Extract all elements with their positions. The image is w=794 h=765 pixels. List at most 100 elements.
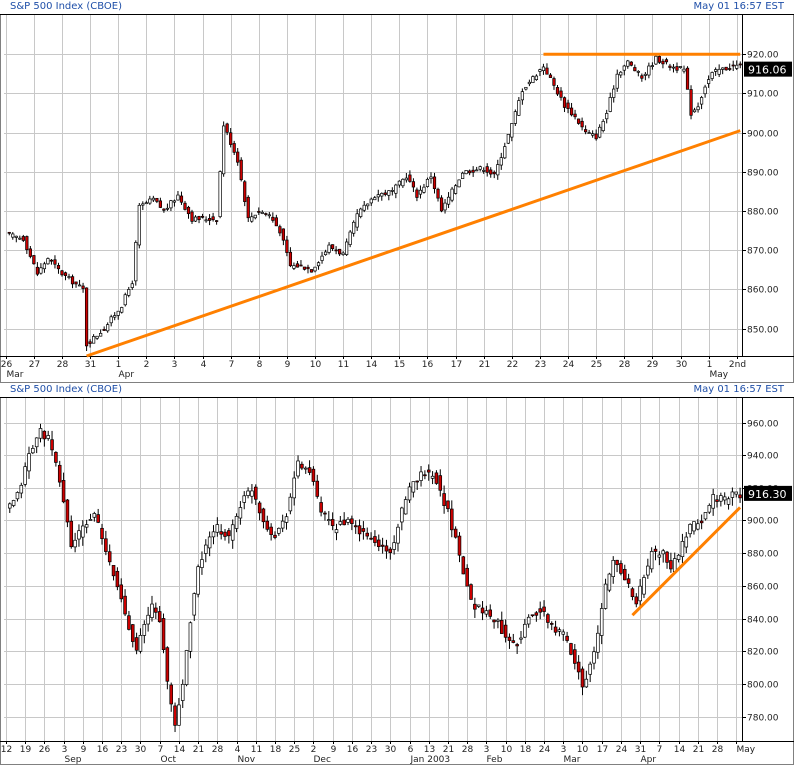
candle-down (104, 538, 108, 552)
candle-up (446, 196, 451, 205)
candle-up (113, 315, 117, 318)
candle-down (471, 169, 475, 173)
candle-up (106, 324, 110, 332)
candle-up (211, 531, 216, 538)
candle-up (443, 202, 447, 211)
candle-up (320, 255, 324, 261)
x-tick-label: 18 (270, 745, 282, 755)
candle-up (207, 536, 212, 549)
candle-up (34, 437, 39, 448)
candle-up (292, 265, 296, 269)
candle-down (468, 170, 472, 174)
candle-up (453, 185, 458, 194)
y-tick-label: 900.00 (747, 130, 779, 140)
candle-down (446, 500, 450, 510)
candle-down (685, 67, 690, 90)
candle-up (345, 241, 349, 255)
candle-down (288, 251, 293, 267)
candle-up (38, 428, 43, 439)
candle-down (281, 228, 285, 241)
candle-up (394, 184, 398, 194)
candle-down (357, 525, 362, 535)
candle-up (661, 550, 665, 555)
x-tick-label: 16 (422, 360, 434, 370)
candle-down (615, 559, 619, 566)
x-tick-label: 2 (311, 745, 317, 755)
candle-up (430, 475, 435, 479)
candle-down (338, 248, 342, 255)
x-tick-label: 17 (597, 745, 608, 755)
candle-down (661, 60, 665, 65)
x-tick-label: 25 (289, 745, 300, 755)
x-tick-label: 1 (116, 360, 122, 370)
candle-up (527, 81, 531, 85)
candle-up (496, 619, 500, 622)
candle-down (369, 537, 373, 540)
candle-up (134, 242, 138, 282)
candle-up (42, 263, 47, 270)
x-month-label: Apr (119, 370, 135, 380)
candle-down (469, 584, 473, 600)
candle-down (155, 197, 159, 202)
candle-up (682, 68, 686, 72)
candle-down (53, 259, 57, 265)
candle-down (408, 174, 412, 182)
candle-down (334, 249, 338, 252)
candle-down (257, 211, 261, 213)
candle-down (738, 63, 742, 66)
candle-down (461, 556, 466, 575)
candle-up (730, 491, 735, 498)
candle-down (342, 519, 346, 526)
candle-up (649, 551, 654, 570)
candle-up (242, 495, 247, 503)
candle-up (369, 198, 373, 204)
candle-up (109, 316, 113, 324)
candle-down (480, 607, 485, 614)
candle-up (92, 513, 97, 518)
candle-down (630, 588, 635, 598)
candle-down (7, 231, 11, 234)
candle-up (123, 294, 127, 306)
candle-up (608, 97, 612, 112)
candle-up (638, 585, 642, 602)
candle-down (353, 525, 358, 528)
candle-up (520, 91, 524, 101)
x-tick-label: 7 (657, 745, 663, 755)
candle-up (355, 213, 359, 228)
x-tick-label: 23 (366, 745, 377, 755)
candle-down (127, 615, 131, 630)
candle-down (423, 474, 427, 477)
candle-up (303, 467, 308, 470)
candle-down (457, 535, 462, 556)
x-tick-label: 14 (674, 745, 686, 755)
candle-down (507, 636, 512, 641)
x-month-label: Nov (238, 755, 256, 765)
candle-down (633, 67, 637, 72)
trendline (86, 129, 741, 358)
x-tick-label: 30 (385, 745, 397, 755)
candle-up (151, 197, 155, 201)
candle-down (640, 75, 644, 79)
candle-down (285, 239, 289, 253)
candle-up (31, 448, 35, 454)
candle-up (19, 484, 24, 494)
candle-down (499, 620, 504, 634)
chart-timestamp: May 01 16:57 EST (693, 384, 784, 395)
candle-down (442, 493, 446, 506)
candle-down (274, 217, 278, 227)
candle-up (722, 496, 727, 501)
candle-up (672, 558, 677, 573)
candle-up (200, 559, 204, 568)
x-tick-label: 23 (116, 745, 127, 755)
candle-down (576, 118, 581, 124)
candle-up (419, 471, 423, 481)
candle-down (319, 502, 323, 513)
candle-down (619, 563, 623, 574)
candle-down (111, 565, 116, 577)
candle-down (438, 475, 443, 491)
candle-down (42, 430, 47, 440)
x-tick-label: 21 (443, 745, 454, 755)
candle-down (584, 129, 588, 133)
y-tick-label: 870.00 (747, 247, 779, 257)
trendline (631, 506, 742, 617)
